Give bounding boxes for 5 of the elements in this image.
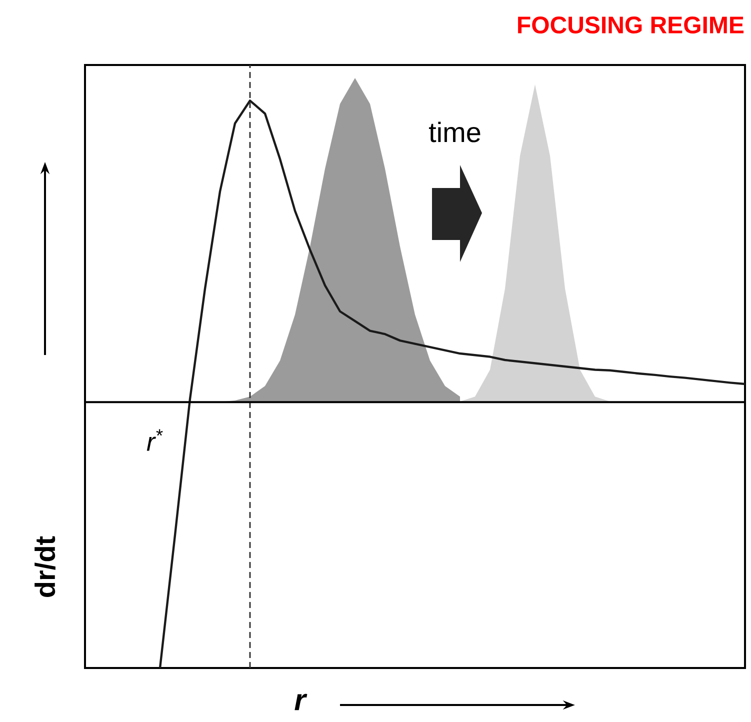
x-axis-title: r [294,694,308,710]
y-axis-title: dr/dt [34,536,56,597]
annotation: time [428,122,480,142]
chart-title: FOCUSING REGIME [518,16,744,34]
annotation: r$^{*}$ [146,429,163,451]
